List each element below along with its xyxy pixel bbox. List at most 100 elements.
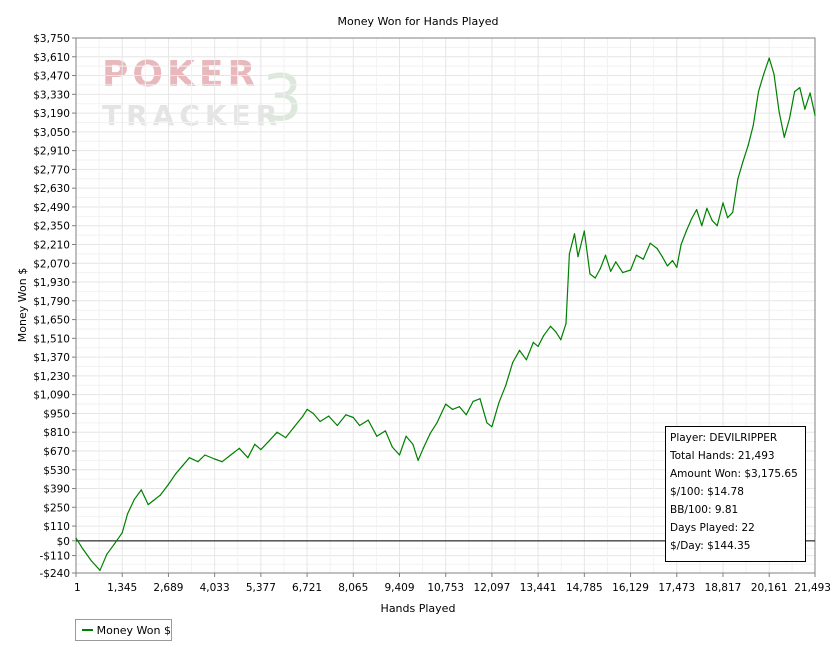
data-point	[254, 443, 256, 445]
x-tick-label: 4,033	[200, 582, 230, 594]
data-point	[537, 345, 539, 347]
x-tick-label: 12,097	[474, 582, 511, 594]
y-tick-label: $1,230	[33, 371, 70, 383]
data-point	[573, 233, 576, 235]
data-point	[799, 87, 801, 89]
y-tick-label: $2,350	[33, 221, 70, 233]
data-point	[422, 447, 424, 449]
data-point	[376, 435, 378, 437]
y-tick-label: $2,770	[33, 164, 70, 176]
data-point	[285, 437, 287, 439]
data-point	[676, 266, 678, 268]
data-point	[518, 349, 521, 351]
data-point	[599, 268, 601, 270]
y-tick-label: $1,090	[33, 390, 70, 402]
data-point	[555, 331, 557, 333]
data-point	[391, 446, 393, 448]
y-tick-label: $2,070	[33, 258, 70, 270]
data-point	[610, 270, 612, 272]
player-stats-box: Player: DEVILRIPPER Total Hands: 21,493 …	[665, 426, 806, 562]
amount-won: Amount Won: $3,175.65	[670, 468, 798, 480]
data-point	[486, 422, 488, 424]
data-point	[405, 435, 407, 437]
x-tick-label: 5,377	[246, 582, 276, 594]
data-point	[367, 419, 369, 421]
data-point	[577, 256, 579, 258]
data-point	[221, 461, 223, 463]
y-tick-label: $950	[43, 408, 70, 420]
y-tick-label: $3,190	[33, 108, 70, 120]
data-point	[656, 247, 658, 250]
bb-per-100: BB/100: 9.81	[670, 504, 739, 516]
data-point	[436, 422, 438, 424]
data-point	[768, 57, 770, 59]
data-point	[267, 441, 270, 443]
data-point	[635, 254, 638, 256]
y-tick-label: $3,050	[33, 127, 70, 139]
y-axis: -$240 -$110 $0 $110 $250 $390 $530 $670 $810 $950…	[33, 33, 76, 580]
data-point	[737, 178, 739, 180]
data-point	[622, 272, 624, 274]
y-tick-label: $250	[43, 502, 70, 514]
data-point	[543, 335, 545, 337]
data-point	[345, 414, 347, 416]
y-tick-label: $3,470	[33, 71, 70, 83]
data-point	[671, 260, 674, 262]
watermark-text-line1: POKER	[102, 54, 259, 95]
data-point	[604, 254, 607, 256]
data-point	[384, 430, 386, 432]
y-tick-label: $0	[57, 536, 70, 548]
data-point	[75, 537, 77, 539]
data-point	[319, 420, 321, 423]
y-tick-label: $670	[43, 446, 70, 458]
y-tick-label: $2,630	[33, 183, 70, 195]
y-tick-label: $1,370	[33, 352, 70, 364]
data-point	[159, 494, 161, 496]
data-point	[747, 144, 749, 146]
data-point	[615, 261, 617, 263]
data-point	[312, 412, 314, 414]
x-tick-label: 8,065	[338, 582, 368, 594]
data-point	[661, 256, 663, 258]
data-point	[140, 489, 142, 491]
x-axis: 1 1,345 2,689 4,033 5,377 6,721 8,065 9,409 10,7…	[74, 573, 831, 594]
data-point	[778, 111, 780, 113]
y-tick-label: $3,750	[33, 33, 70, 45]
total-hands: Total Hands: 21,493	[670, 450, 775, 462]
y-tick-label: $1,790	[33, 296, 70, 308]
data-point	[757, 91, 760, 93]
data-point	[773, 73, 775, 75]
y-tick-label: $3,330	[33, 89, 70, 101]
data-point	[82, 548, 84, 550]
data-point	[238, 447, 240, 449]
dollars-per-day: $/Day: $144.35	[670, 540, 751, 552]
x-tick-label: 1	[74, 582, 81, 594]
data-point	[727, 217, 729, 219]
data-point	[230, 454, 232, 456]
x-tick-label: 18,817	[705, 582, 742, 594]
data-point	[512, 361, 514, 364]
series-points	[75, 57, 816, 571]
x-tick-label: 16,129	[612, 582, 649, 594]
y-tick-label: $810	[43, 427, 70, 439]
data-point	[182, 465, 184, 467]
data-point	[90, 560, 92, 562]
data-point	[197, 461, 199, 463]
x-tick-label: 21,493	[794, 582, 831, 594]
data-point	[732, 211, 734, 213]
x-tick-label: 2,689	[153, 582, 183, 594]
data-point	[498, 402, 500, 404]
data-point	[113, 544, 115, 546]
chart-title: Money Won for Hands Played	[338, 15, 499, 28]
data-point	[306, 408, 308, 410]
data-point	[589, 273, 591, 275]
data-point	[359, 424, 361, 427]
data-point	[398, 454, 401, 456]
data-point	[794, 91, 796, 93]
data-point	[175, 473, 177, 475]
data-point	[417, 459, 419, 461]
data-point	[763, 73, 765, 75]
data-point	[106, 553, 108, 555]
data-point	[752, 124, 754, 126]
